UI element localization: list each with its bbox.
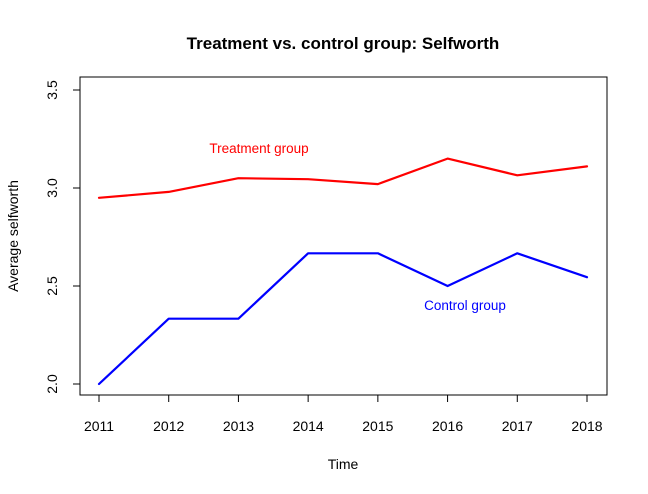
y-axis: 2.0 2.5 3.0 3.5: [44, 80, 81, 394]
y-tick-label: 2.0: [44, 374, 60, 394]
x-tick-label: 2016: [432, 418, 463, 434]
control-series-line: [97, 252, 589, 386]
x-tick-label: 2013: [223, 418, 254, 434]
control-group-label: Control group: [424, 298, 506, 313]
x-tick-label: 2017: [502, 418, 533, 434]
series-lines: [97, 157, 589, 386]
treatment-series-line: [97, 157, 589, 199]
y-axis-label: Average selfworth: [5, 180, 21, 292]
y-tick-label: 3.0: [44, 178, 60, 198]
y-tick-label: 3.5: [44, 80, 60, 100]
treatment-group-label: Treatment group: [209, 141, 308, 156]
x-tick-label: 2011: [84, 418, 114, 434]
x-tick-label: 2018: [571, 418, 602, 434]
x-tick-label: 2014: [293, 418, 324, 434]
plot-frame: [79, 76, 608, 396]
x-tick-label: 2012: [153, 418, 184, 434]
x-axis-label: Time: [328, 456, 359, 472]
y-tick-label: 2.5: [44, 276, 60, 296]
x-axis: 2011 2012 2013 2014 2015 2016 2017 2018: [84, 394, 603, 434]
x-tick-label: 2015: [362, 418, 393, 434]
chart-title: Treatment vs. control group: Selfworth: [187, 34, 500, 53]
